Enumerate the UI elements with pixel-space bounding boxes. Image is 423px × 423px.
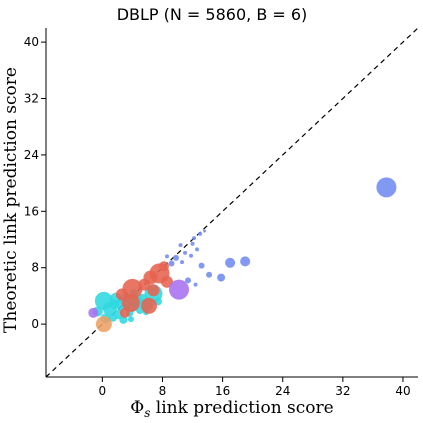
point-cyan-18 bbox=[127, 316, 134, 323]
series-blue bbox=[164, 177, 397, 287]
y-tick-label: 32 bbox=[24, 92, 39, 106]
x-axis-label-phi: Φ bbox=[130, 398, 144, 418]
point-cyan-15 bbox=[119, 315, 128, 324]
point-blue-0 bbox=[376, 177, 397, 198]
point-cyan-14 bbox=[108, 313, 117, 322]
x-axis-label-subscript: s bbox=[144, 406, 150, 420]
point-blue-16 bbox=[198, 231, 203, 236]
point-blue-14 bbox=[164, 254, 169, 259]
y-tick-label: 8 bbox=[31, 261, 39, 275]
point-blue-15 bbox=[192, 236, 197, 241]
point-blue-11 bbox=[180, 260, 185, 265]
y-axis-label: Theoretic link prediction score bbox=[1, 67, 21, 333]
x-tick-label: 16 bbox=[215, 384, 230, 398]
point-red-6 bbox=[160, 275, 173, 288]
point-blue-1 bbox=[240, 256, 251, 267]
point-blue-2 bbox=[225, 257, 236, 268]
x-tick-label: 0 bbox=[99, 384, 107, 398]
y-axis-ticks: 0 8 16 24 32 40 bbox=[24, 35, 46, 331]
point-blue-7 bbox=[189, 253, 194, 258]
chart-title: DBLP (N = 5860, B = 6) bbox=[117, 5, 308, 24]
point-blue-3 bbox=[217, 273, 226, 282]
y-tick-label: 24 bbox=[24, 148, 39, 162]
point-blue-13 bbox=[168, 260, 175, 267]
point-red-5 bbox=[138, 278, 151, 291]
point-red-10 bbox=[158, 261, 169, 272]
point-blue-9 bbox=[190, 241, 195, 246]
y-tick-label: 40 bbox=[24, 35, 39, 49]
point-red-8 bbox=[119, 307, 130, 318]
point-blue-17 bbox=[203, 229, 207, 233]
x-axis-label-text: link prediction score bbox=[150, 398, 333, 418]
point-purple-1 bbox=[88, 307, 99, 318]
point-blue-10 bbox=[183, 250, 188, 255]
x-tick-label: 32 bbox=[335, 384, 350, 398]
x-axis-ticks: 0 8 16 24 32 40 bbox=[99, 377, 411, 398]
series-orange bbox=[95, 316, 112, 333]
y-tick-label: 0 bbox=[31, 317, 39, 331]
point-red-7 bbox=[115, 288, 128, 301]
point-blue-18 bbox=[178, 243, 183, 248]
point-blue-4 bbox=[198, 262, 205, 269]
y-tick-label: 16 bbox=[24, 204, 39, 218]
point-red-3 bbox=[121, 293, 140, 312]
point-orange-0 bbox=[95, 316, 112, 333]
point-blue-5 bbox=[206, 271, 213, 278]
point-purple-0 bbox=[169, 279, 190, 300]
point-blue-12 bbox=[173, 254, 180, 261]
point-red-9 bbox=[147, 284, 160, 297]
series-purple bbox=[88, 279, 190, 318]
x-tick-label: 8 bbox=[159, 384, 167, 398]
x-tick-label: 24 bbox=[275, 384, 290, 398]
series-red bbox=[115, 261, 173, 318]
point-blue-8 bbox=[195, 247, 200, 252]
point-cyan-21 bbox=[109, 299, 120, 310]
x-axis-label: Φs link prediction score bbox=[130, 398, 333, 420]
point-blue-6 bbox=[185, 277, 192, 284]
point-blue-19 bbox=[193, 282, 198, 287]
x-tick-label: 40 bbox=[395, 384, 410, 398]
plot-area bbox=[45, 27, 419, 378]
point-red-4 bbox=[140, 297, 157, 314]
